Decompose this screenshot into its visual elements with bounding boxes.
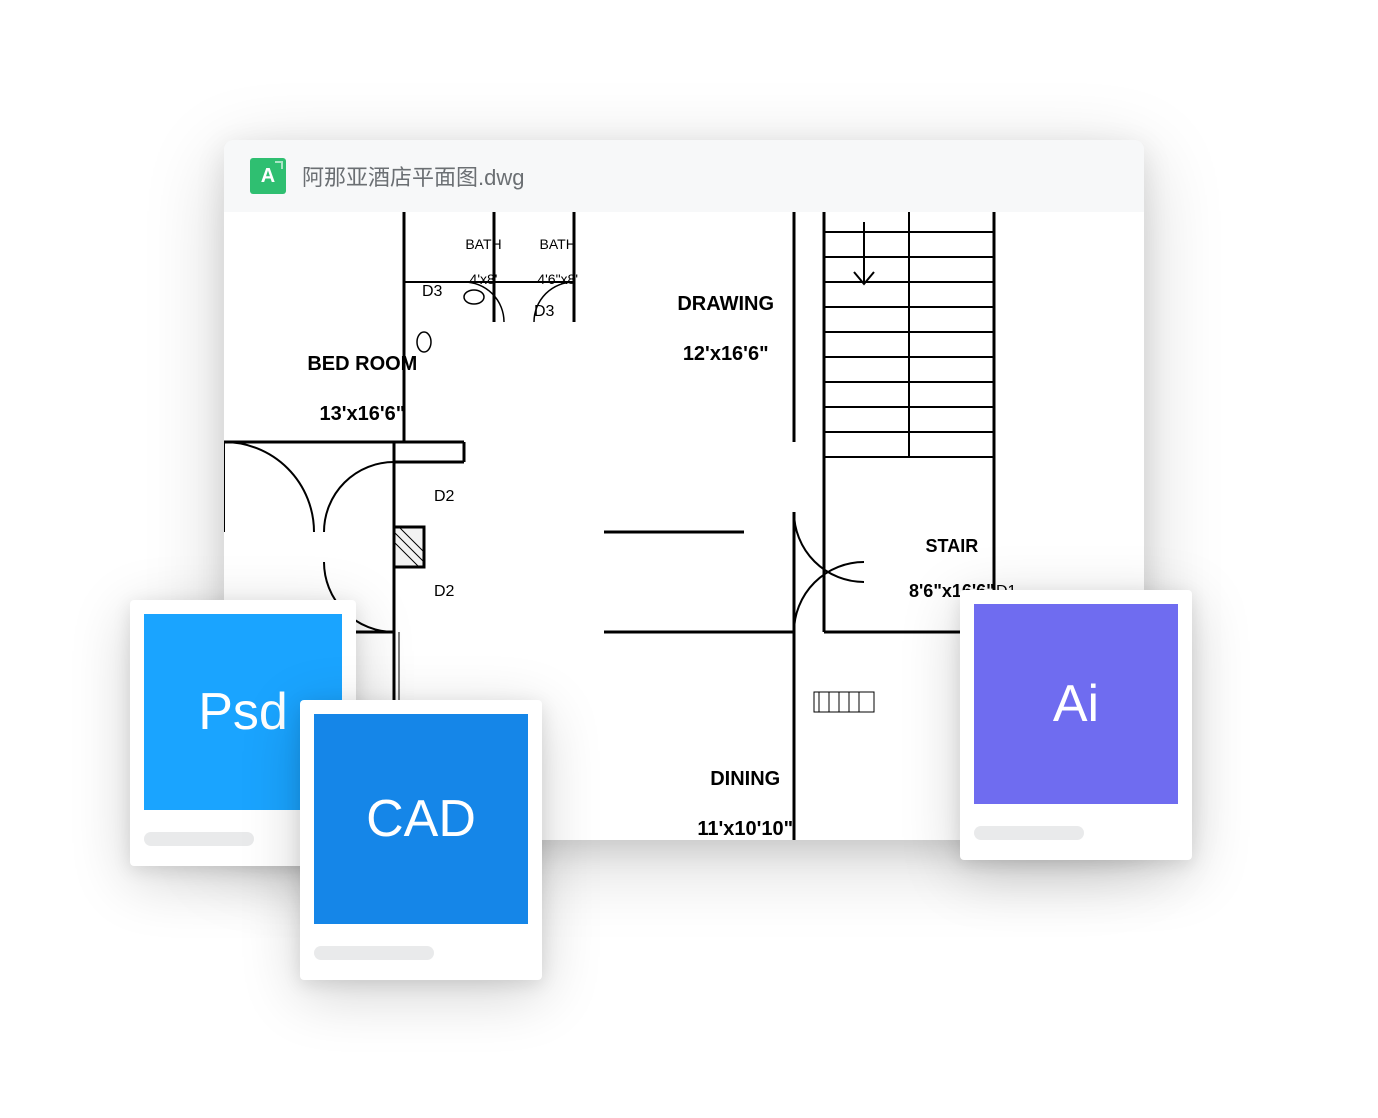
cad-tile: CAD xyxy=(314,714,528,924)
room-bath1: BATH 4'x8' xyxy=(442,218,502,306)
room-bath2: BATH 4'6"x8' xyxy=(514,218,578,306)
door-d3b: D3 xyxy=(534,302,554,322)
cad-app-icon: A xyxy=(250,158,286,194)
door-d2b: D2 xyxy=(434,582,454,602)
ai-label: Ai xyxy=(1053,674,1099,734)
file-card-ai[interactable]: Ai xyxy=(960,590,1192,860)
door-d3a: D3 xyxy=(422,282,442,302)
card-placeholder-line xyxy=(314,946,434,960)
room-bedroom: BED ROOM 13'x16'6" xyxy=(274,327,417,452)
psd-label: Psd xyxy=(198,682,288,742)
door-d2a: D2 xyxy=(434,487,454,507)
card-placeholder-line xyxy=(974,826,1084,840)
ai-tile: Ai xyxy=(974,604,1178,804)
file-title: 阿那亚酒店平面图.dwg xyxy=(302,160,524,192)
card-placeholder-line xyxy=(144,832,254,846)
file-card-cad[interactable]: CAD xyxy=(300,700,542,980)
titlebar: A 阿那亚酒店平面图.dwg xyxy=(224,140,1144,212)
room-drawing: DRAWING 12'x16'6" xyxy=(644,267,774,392)
room-dining: DINING 11'x10'10" xyxy=(664,742,793,840)
cad-label: CAD xyxy=(366,789,476,849)
app-icon-letter: A xyxy=(261,165,275,188)
